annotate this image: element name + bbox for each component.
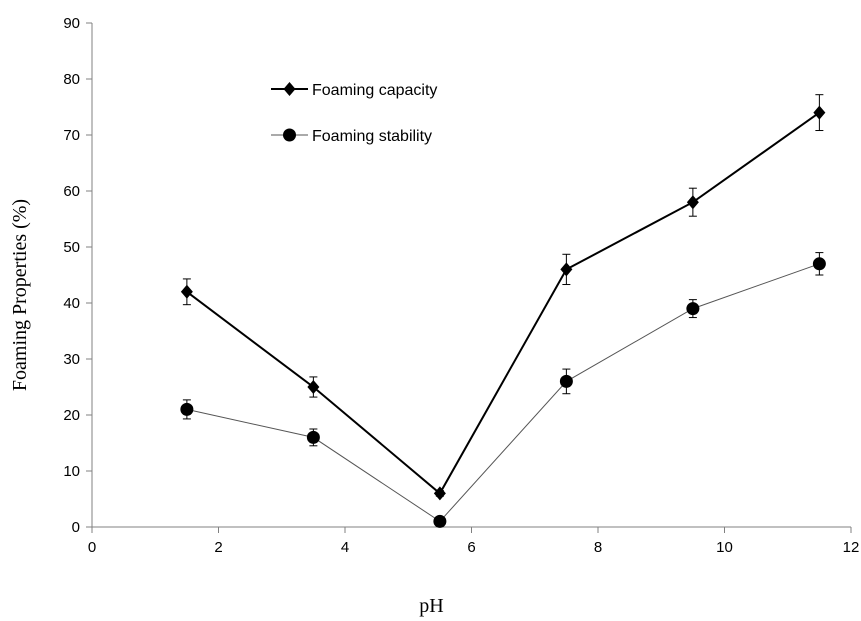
series-layer [180,94,826,528]
data-point [180,402,194,416]
data-point [812,257,826,271]
x-axis-title: pH [419,595,443,617]
y-tick-label: 50 [63,239,80,256]
x-tick-label: 6 [467,539,475,556]
y-tick-label: 90 [63,15,80,32]
data-point [433,486,446,501]
y-axis-ticks: 0 10 20 30 40 50 60 70 80 90 [63,15,92,536]
data-point [306,430,320,444]
series-line [186,263,820,523]
x-tick-label: 10 [716,539,733,556]
x-tick-label: 0 [88,539,96,556]
data-point [307,380,320,394]
y-tick-label: 80 [63,71,80,88]
legend-item-foaming-stability [271,128,308,142]
y-axis-title: Foaming Properties (%) [9,199,31,391]
x-tick-label: 4 [341,539,349,556]
legend-marker [283,82,296,96]
x-axis-ticks: 0 2 4 6 8 10 12 [88,527,860,556]
legend-label-foaming-stability: Foaming stability [312,128,432,145]
legend-item-foaming-capacity [271,82,308,96]
data-point [559,374,573,388]
y-tick-label: 60 [63,183,80,200]
x-tick-label: 2 [214,539,222,556]
legend-label-foaming-capacity: Foaming capacity [312,82,437,99]
y-tick-label: 70 [63,127,80,144]
legend-marker [283,128,296,142]
data-point [686,195,699,210]
series-foaming-capacity [180,94,826,501]
x-tick-label: 8 [594,539,602,556]
y-tick-label: 40 [63,295,80,312]
legend: Foaming capacity Foaming stability [271,82,437,145]
y-tick-label: 30 [63,351,80,368]
data-point [180,284,193,299]
y-tick-label: 10 [63,463,80,480]
y-tick-label: 0 [72,519,80,536]
y-tick-label: 20 [63,407,80,424]
data-point [813,105,826,120]
series-line [186,111,820,495]
data-point [686,302,700,316]
x-tick-label: 12 [843,539,860,556]
axes [91,23,851,528]
data-point [560,262,573,277]
data-point [433,514,447,528]
series-foaming-stability [180,252,826,528]
